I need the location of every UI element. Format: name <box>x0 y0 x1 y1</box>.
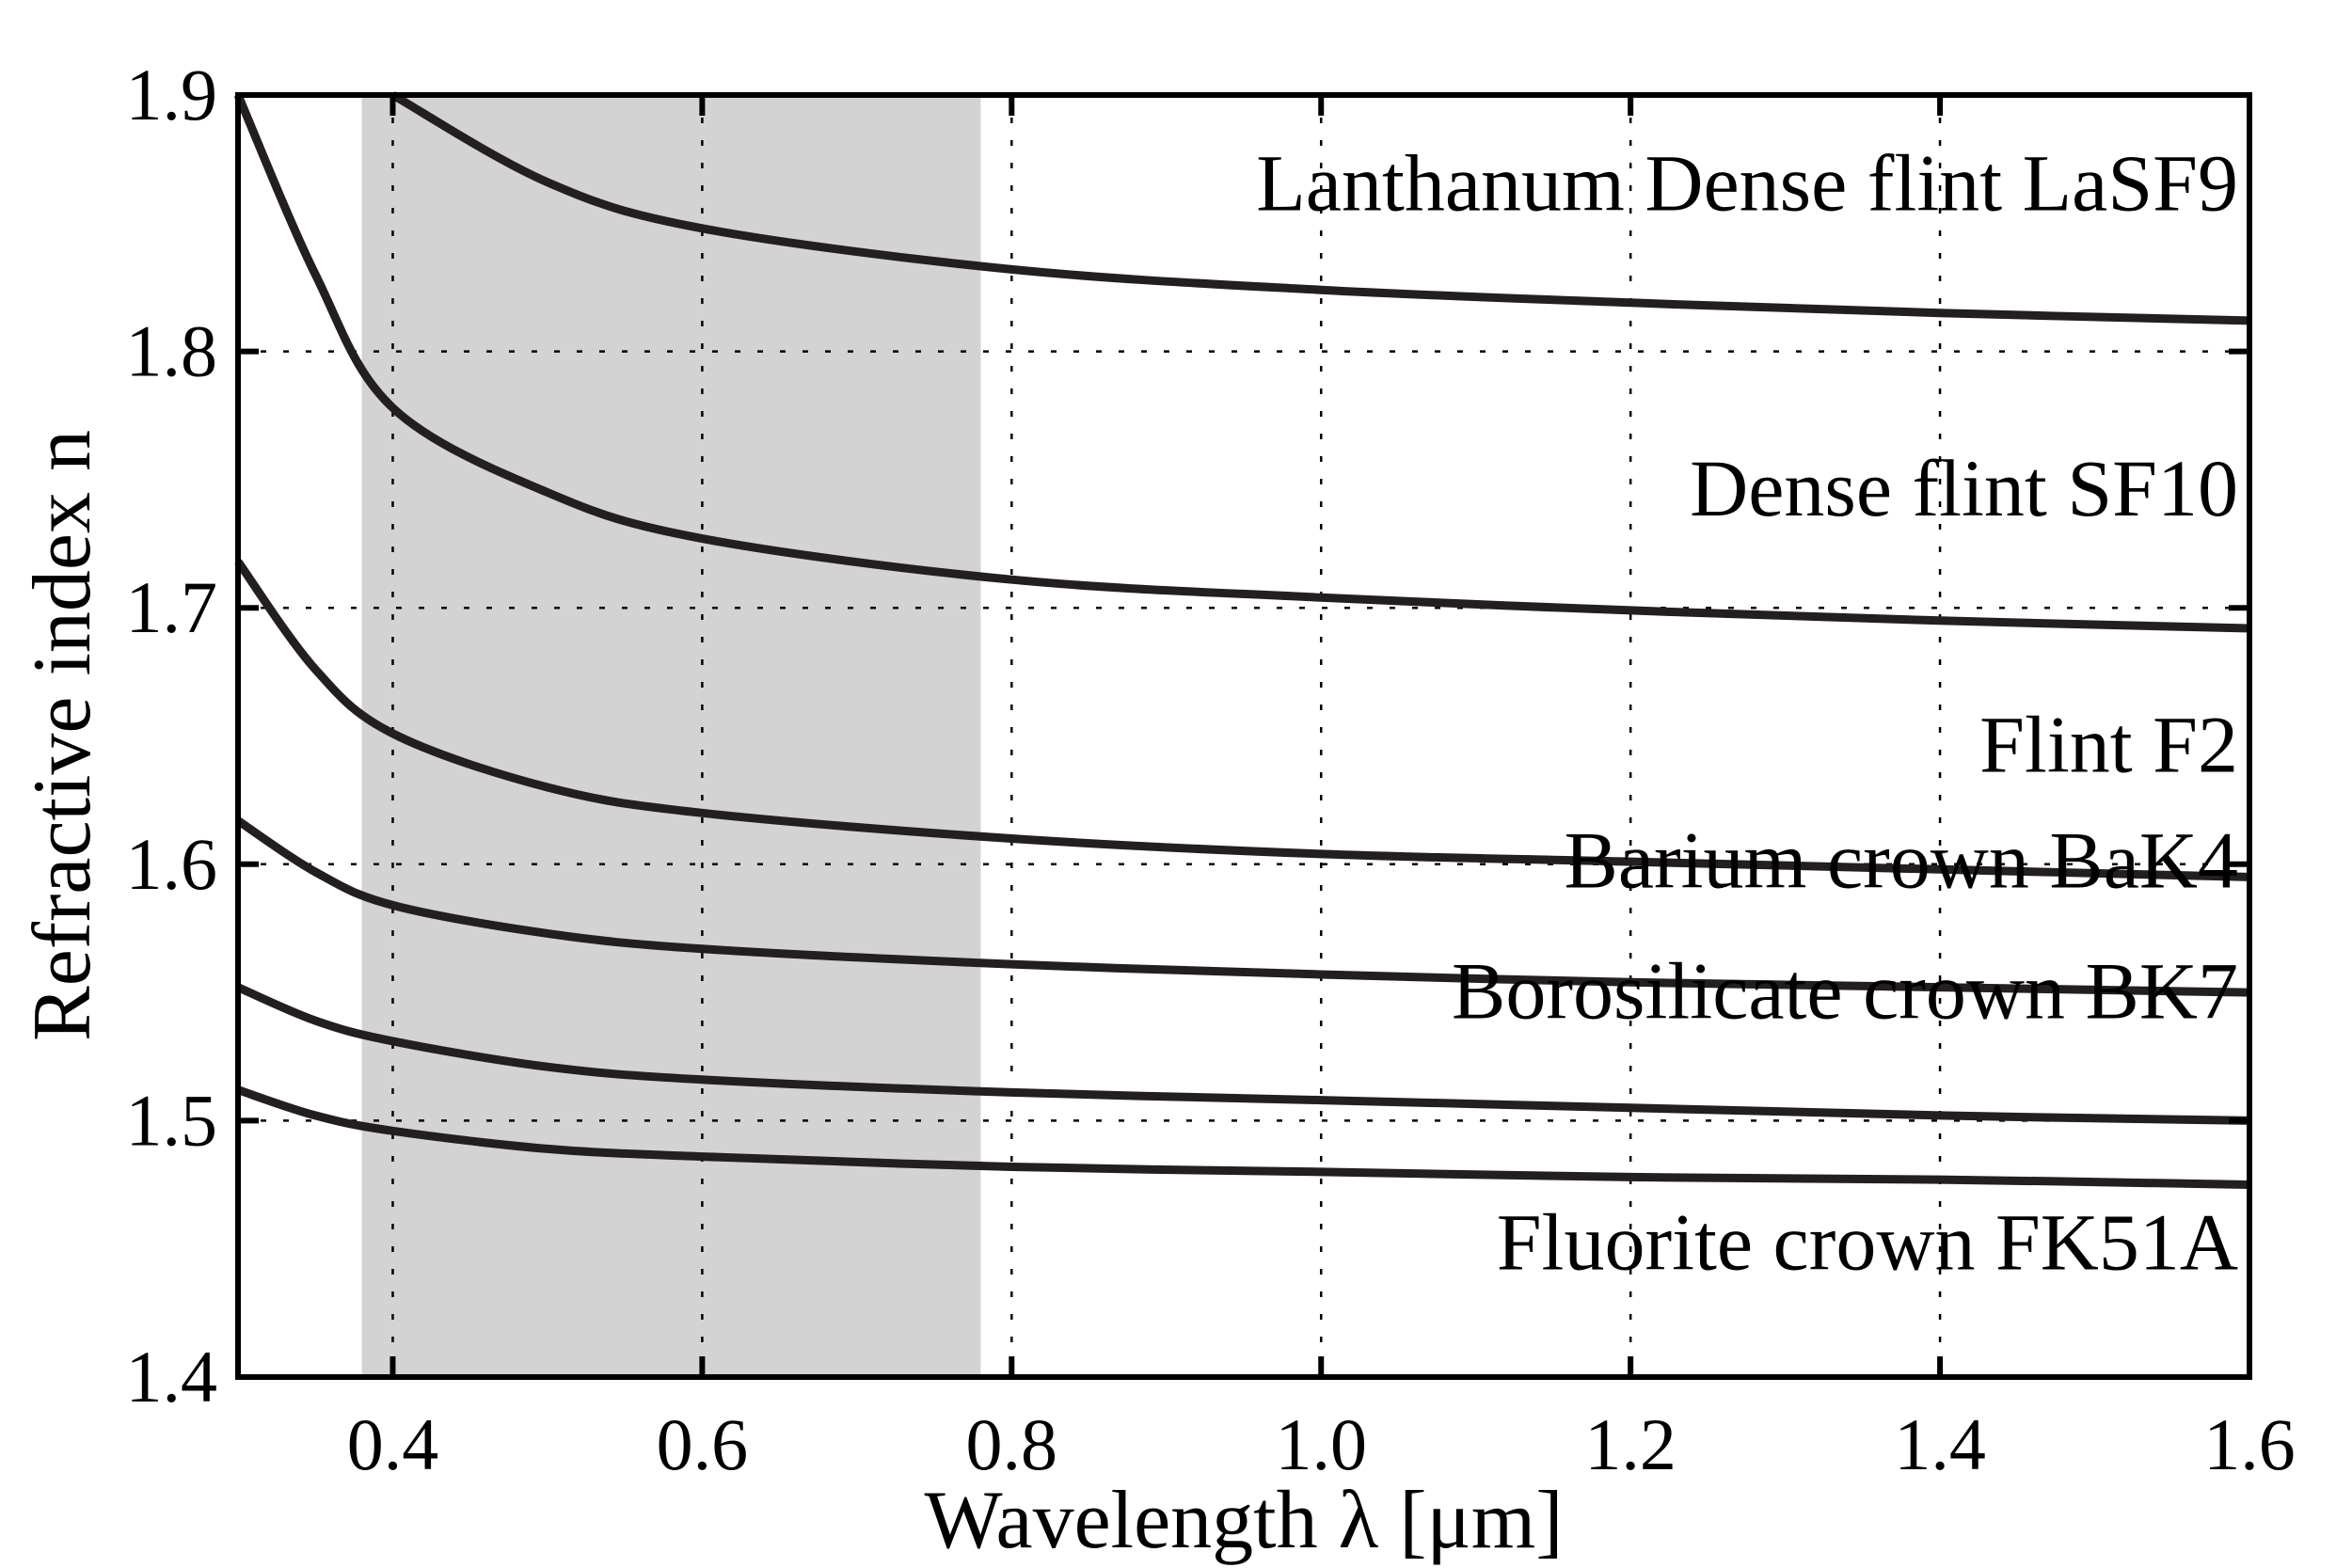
series-label: Flint F2 <box>1979 700 2238 790</box>
y-tick-label: 1.7 <box>126 566 218 648</box>
gridlines <box>238 95 2249 1377</box>
x-tick-label: 0.8 <box>966 1403 1058 1485</box>
curve-0 <box>390 91 2250 325</box>
x-axis-tick-labels: 0.4 0.6 0.8 1.0 1.2 1.4 1.6 <box>347 1403 2296 1485</box>
x-tick-label: 1.2 <box>1584 1403 1677 1485</box>
x-tick-label: 1.6 <box>2203 1403 2296 1485</box>
x-tick-label: 0.4 <box>347 1403 439 1485</box>
series-label: Dense flint SF10 <box>1690 443 2238 533</box>
dispersion-curves <box>233 91 2250 1189</box>
series-label: Barium crown BaK4 <box>1564 815 2238 905</box>
curve-5 <box>236 1085 2250 1189</box>
series-label: Borosilicate crown BK7 <box>1452 945 2238 1036</box>
x-tick-label: 0.6 <box>657 1403 749 1485</box>
x-tick-label: 1.0 <box>1275 1403 1367 1485</box>
visible-spectrum-band <box>361 95 981 1377</box>
y-tick-label: 1.8 <box>126 310 218 392</box>
y-tick-label: 1.4 <box>126 1336 218 1418</box>
y-tick-label: 1.5 <box>126 1079 218 1161</box>
y-axis-title: Refractive index n <box>17 430 108 1041</box>
y-tick-label: 1.9 <box>126 54 218 135</box>
series-label: Lanthanum Dense flint LaSF9 <box>1256 138 2238 229</box>
x-axis-title: Wavelength λ [μm] <box>925 1475 1564 1566</box>
visible-band <box>361 95 981 1377</box>
y-tick-label: 1.6 <box>126 823 218 905</box>
series-label: Fluorite crown FK51A <box>1497 1197 2238 1288</box>
x-tick-label: 1.4 <box>1894 1403 1986 1485</box>
y-axis-tick-labels: 1.4 1.5 1.6 1.7 1.8 1.9 <box>126 54 218 1418</box>
axis-ticks <box>238 95 2249 1377</box>
curve-1 <box>233 93 2250 633</box>
series-labels: Lanthanum Dense flint LaSF9 Dense flint S… <box>1256 138 2238 1288</box>
curve-2 <box>234 559 2250 881</box>
curve-3 <box>235 816 2250 997</box>
curve-4 <box>236 983 2250 1125</box>
plot-frame <box>235 92 2252 1380</box>
